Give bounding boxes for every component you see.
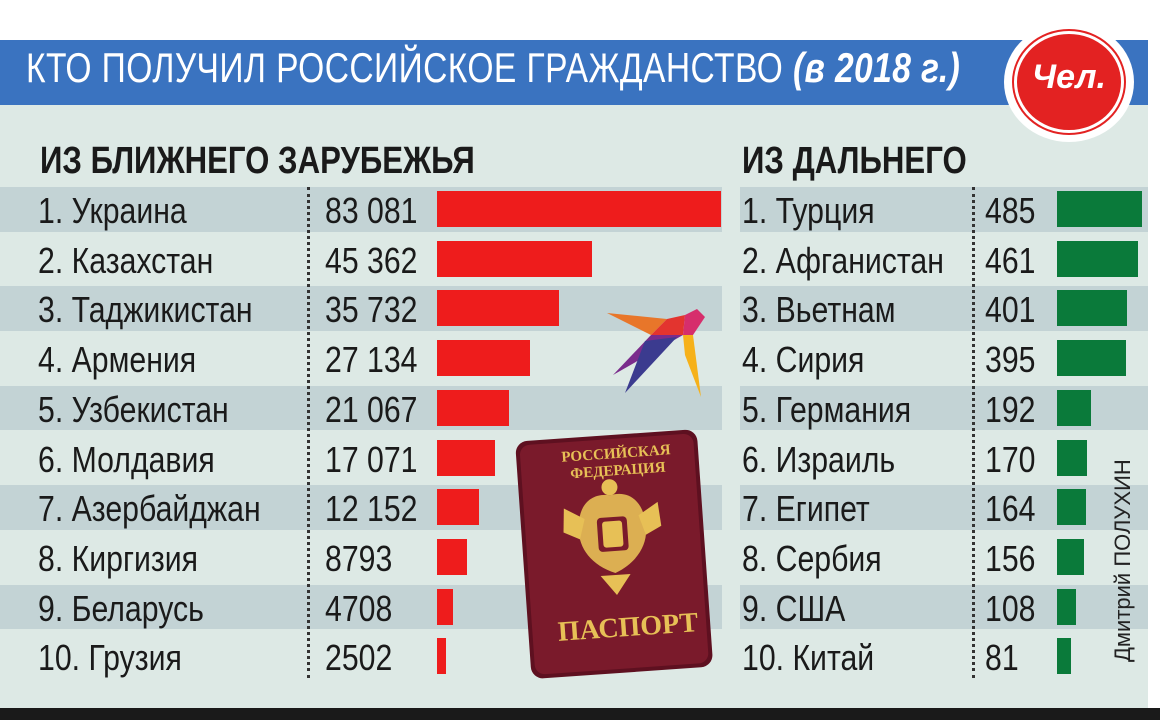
far-value-label: 170: [985, 438, 1036, 480]
unit-badge: [1014, 31, 1124, 133]
far-value-label: 192: [985, 388, 1036, 430]
near-bar: [437, 588, 454, 625]
far-value-label: 156: [985, 537, 1036, 579]
near-bar: [437, 538, 468, 575]
near-row-background: [0, 385, 722, 431]
far-country-label: 7. Египет: [742, 488, 870, 530]
far-country-label: 9. США: [742, 587, 846, 629]
title-year: (в 2018 г.): [792, 44, 961, 91]
near-country-label: 9. Беларусь: [38, 587, 204, 629]
far-value-label: 485: [985, 190, 1036, 231]
bottom-rule: [0, 708, 1160, 720]
near-value-label: 21 067: [325, 388, 418, 430]
far-divider: [972, 187, 975, 678]
near-country-label: 2. Казахстан: [38, 239, 214, 281]
unit-badge-label: Чел.: [1032, 58, 1106, 96]
far-bar: [1057, 191, 1142, 227]
near-divider: [307, 187, 310, 678]
far-country-label: 1. Турция: [742, 190, 875, 231]
far-country-label: 5. Германия: [742, 388, 912, 430]
near-bar: [437, 290, 560, 327]
near-country-label: 5. Узбекистан: [38, 388, 229, 430]
swallow-logo-icon: [607, 309, 705, 397]
far-country-label: 3. Вьетнам: [742, 289, 896, 331]
near-value-label: 12 152: [325, 488, 418, 530]
far-bar: [1057, 538, 1085, 575]
near-value-label: 83 081: [325, 190, 418, 231]
far-country-label: 6. Израиль: [742, 438, 896, 480]
near-country-label: 4. Армения: [38, 339, 197, 381]
far-country-label: 2. Афганистан: [742, 239, 944, 281]
near-country-label: 10. Грузия: [38, 637, 182, 679]
near-country-label: 6. Молдавия: [38, 438, 215, 480]
near-bar: [437, 638, 446, 675]
far-country-label: 10. Китай: [742, 637, 875, 679]
far-bar: [1057, 489, 1086, 526]
far-bar: [1057, 389, 1091, 426]
far-value-label: 164: [985, 488, 1036, 530]
near-country-label: 7. Азербайджан: [38, 488, 261, 530]
far-value-label: 461: [985, 239, 1036, 281]
near-country-label: 1. Украина: [38, 190, 187, 231]
near-value-label: 35 732: [325, 289, 418, 331]
far-value-label: 401: [985, 289, 1036, 331]
near-section-title: ИЗ БЛИЖНЕГО ЗАРУБЕЖЬЯ: [40, 140, 475, 182]
near-bar: [437, 191, 721, 227]
author-credit: Дмитрий ПОЛУХИН: [1110, 459, 1135, 662]
near-bar: [437, 439, 496, 476]
near-value-label: 27 134: [325, 339, 418, 381]
far-bar: [1057, 638, 1072, 675]
near-country-label: 3. Таджикистан: [38, 289, 253, 331]
title-main: КТО ПОЛУЧИЛ РОССИЙСКОЕ ГРАЖДАНСТВО: [26, 44, 784, 91]
passport-icon: [515, 429, 713, 679]
far-value-label: 108: [985, 587, 1036, 629]
near-value-label: 4708: [325, 587, 393, 629]
far-country-label: 8. Сербия: [742, 537, 882, 579]
far-value-label: 395: [985, 339, 1036, 381]
near-value-label: 45 362: [325, 239, 418, 281]
far-bar: [1057, 240, 1138, 277]
far-section-title: ИЗ ДАЛЬНЕГО: [742, 140, 967, 182]
far-bar: [1057, 290, 1128, 327]
near-bar: [437, 340, 530, 377]
near-bar: [437, 489, 479, 526]
far-bar: [1057, 588, 1076, 625]
near-row-background: [0, 286, 722, 332]
near-bar: [437, 389, 509, 426]
near-value-label: 8793: [325, 537, 393, 579]
title-bar: [0, 40, 1148, 105]
near-value-label: 17 071: [325, 438, 418, 480]
page-title: КТО ПОЛУЧИЛ РОССИЙСКОЕ ГРАЖДАНСТВО (в 20…: [26, 44, 960, 92]
far-bar: [1057, 340, 1127, 377]
near-country-label: 8. Киргизия: [38, 537, 199, 579]
near-bar: [437, 240, 593, 277]
far-country-label: 4. Сирия: [742, 339, 865, 381]
near-value-label: 2502: [325, 637, 393, 679]
far-row-background: [740, 584, 1148, 630]
far-value-label: 81: [985, 637, 1019, 679]
far-bar: [1057, 439, 1087, 476]
